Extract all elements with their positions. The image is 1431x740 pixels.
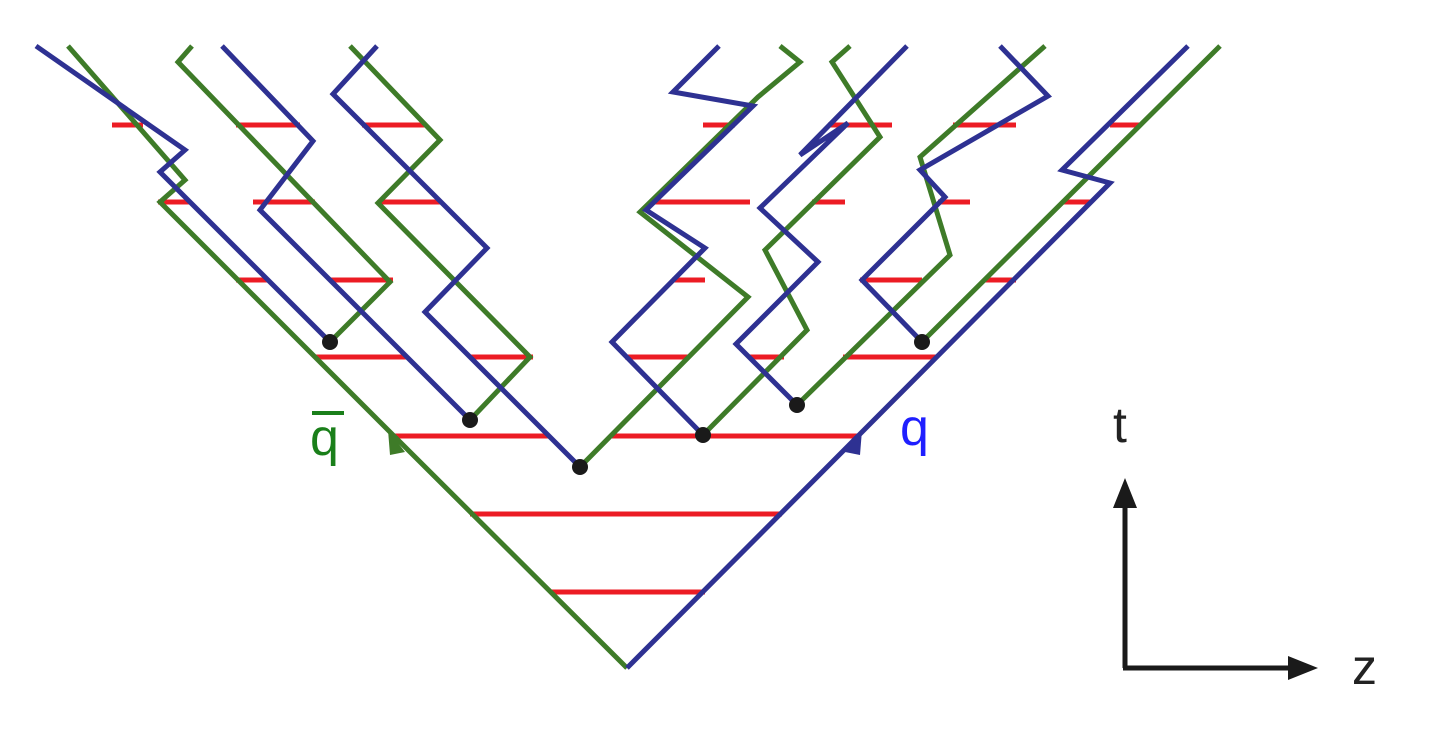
antiquark-arrowhead xyxy=(388,430,405,455)
quark-label: q xyxy=(900,399,929,457)
antiquark-worldline-4 xyxy=(795,44,1047,407)
vertex-1 xyxy=(322,334,338,350)
antiquark-worldline-1 xyxy=(66,44,629,670)
quark-worldlines xyxy=(34,43,1190,670)
space-axis-arrowhead xyxy=(1288,656,1318,680)
time-axis-label: t xyxy=(1113,397,1127,453)
time-axis-arrowhead xyxy=(1113,478,1137,508)
quark-worldline-7 xyxy=(34,43,332,344)
quark-arrowhead xyxy=(845,430,862,455)
vertex-4 xyxy=(695,427,711,443)
vertex-3 xyxy=(572,459,588,475)
antiquark-worldline-5 xyxy=(920,44,1222,344)
space-axis-label: z xyxy=(1352,639,1377,695)
quark-worldline-1 xyxy=(625,44,1190,670)
antiquark-worldline-2 xyxy=(578,44,804,469)
vertex-6 xyxy=(914,334,930,350)
breakup-vertices xyxy=(322,334,930,475)
quark-worldline-2 xyxy=(608,44,759,437)
vertex-2 xyxy=(462,412,478,428)
antiquark-worldline-6 xyxy=(348,44,534,422)
antiquark-worldline-3 xyxy=(701,44,884,437)
quark-worldline-4 xyxy=(858,44,1053,344)
axes xyxy=(1113,478,1318,680)
quark-worldline-5 xyxy=(329,44,582,469)
antiquark-label: q xyxy=(310,409,339,467)
quark-worldline-3 xyxy=(732,44,909,407)
vertex-5 xyxy=(789,397,805,413)
quark-worldline-6 xyxy=(220,44,472,422)
